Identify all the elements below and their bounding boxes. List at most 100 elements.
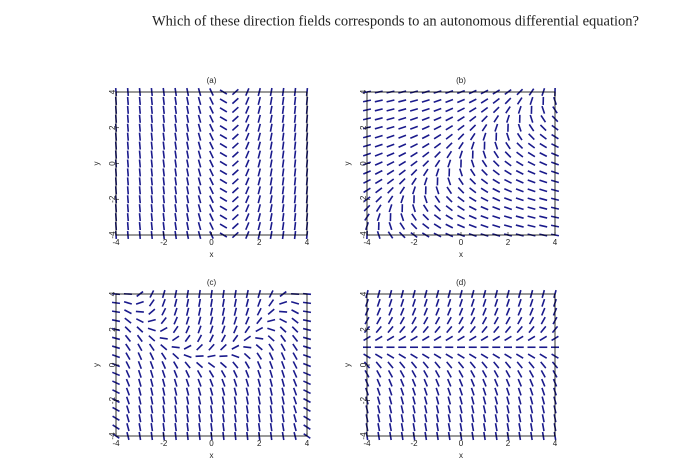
field-segment — [398, 108, 407, 112]
field-segment — [148, 299, 155, 307]
field-segment — [173, 307, 178, 316]
field-segment — [376, 298, 381, 307]
field-segment — [126, 204, 130, 213]
field-segment — [269, 204, 273, 213]
field-segment — [540, 378, 546, 387]
field-segment — [492, 353, 501, 359]
field-segment — [469, 124, 477, 132]
field-segment — [186, 96, 190, 106]
field-segment — [539, 197, 548, 202]
field-segment — [221, 298, 225, 307]
field-segment — [387, 361, 394, 369]
field-segment — [162, 96, 166, 106]
field-segment — [435, 405, 440, 414]
field-segment — [516, 97, 523, 105]
field-segment — [161, 361, 167, 369]
field-segment — [150, 96, 154, 105]
field-segment — [515, 224, 524, 228]
field-segment — [219, 151, 228, 158]
y-tick-label: 0 — [359, 161, 368, 166]
field-segment — [255, 344, 263, 351]
field-segment — [197, 105, 202, 114]
field-segment — [539, 179, 548, 184]
field-segment — [434, 195, 441, 204]
field-segment — [424, 405, 428, 414]
field-segment — [399, 378, 405, 387]
field-segment — [539, 133, 547, 140]
field-segment — [458, 141, 464, 150]
field-segment — [528, 361, 535, 369]
field-segment — [503, 215, 513, 220]
field-segment — [186, 396, 190, 405]
field-segment — [470, 316, 476, 325]
panel-title: (a) — [207, 76, 217, 85]
field-segment — [482, 405, 487, 414]
field-segment — [457, 186, 465, 194]
field-segment — [504, 361, 512, 369]
field-segment — [387, 186, 394, 194]
field-segment — [174, 132, 178, 141]
field-segment — [517, 369, 523, 378]
field-segment — [541, 396, 546, 405]
field-segment — [386, 99, 395, 103]
field-segment — [162, 177, 166, 186]
field-segment — [423, 369, 429, 378]
field-segment — [422, 325, 429, 334]
field-segment — [529, 298, 534, 307]
field-segment — [186, 105, 190, 114]
field-segment — [233, 378, 238, 387]
field-segment — [269, 177, 273, 186]
field-segment — [186, 150, 190, 159]
field-segment — [197, 186, 202, 195]
field-segment — [138, 186, 142, 195]
field-segment — [411, 307, 417, 316]
field-segment — [482, 423, 487, 432]
field-segment — [398, 335, 407, 342]
field-segment — [481, 361, 488, 369]
field-segment — [197, 123, 202, 132]
field-segment — [231, 133, 239, 140]
field-segment — [197, 213, 202, 222]
field-segment — [210, 423, 213, 432]
field-segment — [124, 317, 132, 324]
field-segment — [409, 107, 419, 112]
field-segment — [197, 150, 202, 159]
y-axis-label: y — [343, 162, 352, 166]
field-segment — [409, 125, 419, 130]
field-segment — [231, 354, 240, 359]
field-segment — [245, 141, 250, 150]
field-segment — [281, 204, 285, 213]
field-segment — [447, 298, 452, 307]
field-segment — [186, 159, 190, 168]
field-segment — [162, 423, 166, 432]
field-segment — [150, 396, 154, 405]
field-segment — [219, 361, 227, 369]
field-segment — [528, 369, 535, 378]
field-segment — [375, 195, 383, 203]
field-segment — [209, 195, 214, 204]
field-segment — [197, 114, 202, 123]
field-segment — [481, 159, 488, 168]
field-segment — [515, 335, 524, 342]
field-segment — [539, 161, 548, 166]
y-tick-label: 4 — [108, 89, 117, 94]
field-segment — [539, 215, 548, 219]
field-segment — [197, 132, 202, 141]
field-segment — [480, 224, 489, 229]
field-segment — [138, 132, 142, 141]
field-segment — [515, 179, 524, 184]
field-segment — [457, 353, 465, 359]
field-segment — [138, 123, 142, 132]
field-segment — [386, 125, 395, 130]
field-segment — [458, 177, 464, 186]
field-segment — [174, 159, 178, 168]
field-segment — [186, 221, 190, 231]
x-tick-label: -4 — [112, 439, 120, 448]
field-segment — [435, 307, 440, 316]
field-segment — [219, 343, 227, 351]
field-segment — [209, 159, 214, 168]
y-tick-label: 2 — [359, 125, 368, 130]
field-segment — [185, 325, 190, 334]
field-segment — [245, 177, 250, 186]
field-segment — [433, 335, 442, 342]
